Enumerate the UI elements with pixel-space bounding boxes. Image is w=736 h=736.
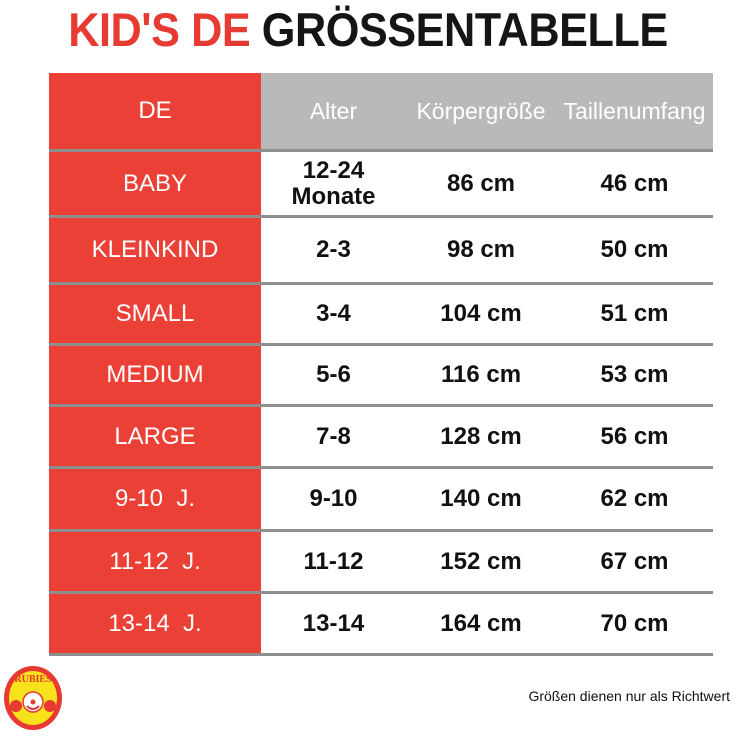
height-value: 116 cm <box>440 361 522 388</box>
height-value: 98 cm <box>446 236 516 263</box>
age-value: 9-10 <box>309 485 358 512</box>
size-label: KLEINKIND <box>49 218 261 282</box>
waist-value: 51 cm <box>600 300 669 327</box>
table-row: 13-14 J. 13-14 164 cm 70 cm <box>49 594 713 656</box>
height-value: 86 cm <box>446 169 516 197</box>
table-row: 11-12 J. 11-12 152 cm 67 cm <box>49 532 713 594</box>
age-value: 5-6 <box>316 361 351 388</box>
size-table: DE Alter Körpergröße Taillenumfang BABY … <box>49 73 713 656</box>
waist-value: 70 cm <box>600 609 669 637</box>
height-value: 128 cm <box>440 422 522 450</box>
waist-value: 62 cm <box>600 485 669 512</box>
table-row: SMALL 3-4 104 cm 51 cm <box>49 285 713 346</box>
header-height: Körpergröße <box>406 73 556 149</box>
height-value: 164 cm <box>440 609 522 637</box>
height-value: 152 cm <box>440 547 522 575</box>
size-label: LARGE <box>49 407 261 466</box>
size-label: 9-10 J. <box>49 469 261 529</box>
page-title: KID'S DE GRÖSSENTABELLE <box>29 2 706 58</box>
title-prefix: KID'S DE <box>68 3 251 56</box>
size-label: BABY <box>49 152 261 215</box>
waist-value: 67 cm <box>600 547 669 575</box>
table-row: BABY 12-24 Monate 86 cm 46 cm <box>49 152 713 218</box>
header-waist: Taillenumfang <box>556 73 713 149</box>
age-value: 12-24 Monate <box>291 156 376 210</box>
age-value: 13-14 <box>302 609 365 637</box>
table-header: DE Alter Körpergröße Taillenumfang <box>49 73 713 152</box>
table-row: MEDIUM 5-6 116 cm 53 cm <box>49 346 713 407</box>
svg-text:RUBIES: RUBIES <box>14 674 52 685</box>
header-size: DE <box>49 73 261 149</box>
age-value: 2-3 <box>316 236 351 263</box>
size-label: 13-14 J. <box>49 594 261 653</box>
title-main: GRÖSSENTABELLE <box>261 3 668 56</box>
waist-value: 56 cm <box>600 422 669 450</box>
table-row: KLEINKIND 2-3 98 cm 50 cm <box>49 218 713 285</box>
clown-logo-icon: RUBIES <box>4 666 62 730</box>
height-value: 140 cm <box>440 485 522 512</box>
age-value: 7-8 <box>316 422 351 450</box>
table-row: 9-10 J. 9-10 140 cm 62 cm <box>49 469 713 532</box>
age-value: 3-4 <box>316 300 351 327</box>
size-label: SMALL <box>49 285 261 343</box>
waist-value: 53 cm <box>600 361 669 388</box>
age-value: 11-12 <box>303 547 364 575</box>
disclaimer-note: Größen dienen nur als Richtwert <box>528 688 730 704</box>
waist-value: 50 cm <box>600 236 669 263</box>
table-row: LARGE 7-8 128 cm 56 cm <box>49 407 713 469</box>
size-label: 11-12 J. <box>49 532 261 591</box>
size-label: MEDIUM <box>49 346 261 404</box>
header-age: Alter <box>261 73 406 149</box>
height-value: 104 cm <box>440 300 522 327</box>
waist-value: 46 cm <box>600 169 669 197</box>
